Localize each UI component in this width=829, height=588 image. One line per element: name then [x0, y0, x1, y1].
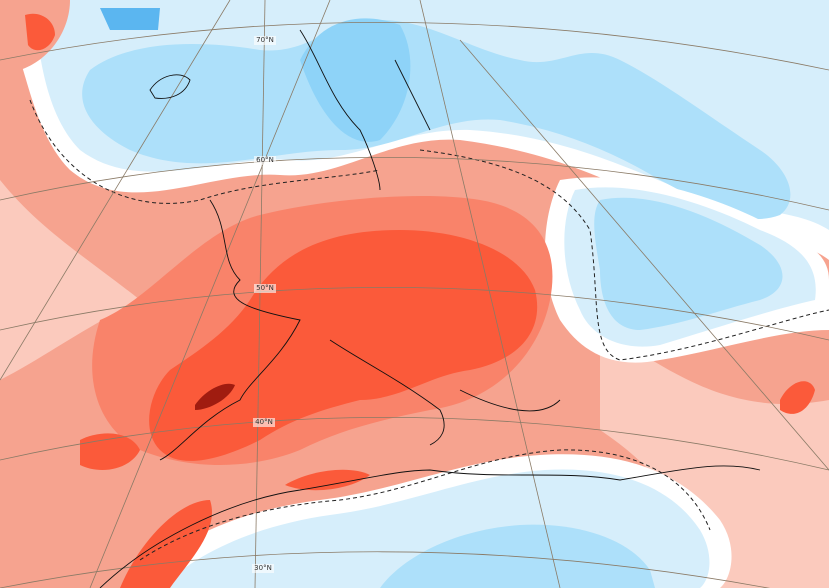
- label-box: [252, 564, 274, 573]
- latitude-label: 30°N: [254, 564, 272, 572]
- latitude-label: 50°N: [256, 284, 274, 292]
- cold-area: [594, 197, 783, 330]
- label-box: [253, 418, 275, 427]
- hottest-area: [195, 383, 235, 410]
- coastline: [159, 199, 301, 461]
- label-box: [254, 284, 276, 293]
- hot-area: [285, 469, 370, 491]
- pale-warm-area: [0, 180, 140, 380]
- contour: [419, 149, 829, 361]
- hot-area: [149, 230, 538, 461]
- pale-warm-area: [600, 330, 829, 588]
- hot-area: [25, 13, 55, 51]
- meridian: [0, 0, 231, 381]
- latitude-line: [0, 156, 829, 211]
- coldest-area: [100, 8, 160, 30]
- hot-area: [780, 381, 815, 414]
- latitude-line: [0, 21, 829, 71]
- contour: [139, 449, 711, 561]
- latitude-line: [0, 551, 771, 588]
- latitude-line: [0, 416, 829, 471]
- latitude-label: 60°N: [256, 156, 274, 164]
- hot-area: [80, 433, 140, 470]
- meridian: [254, 0, 266, 588]
- coastline: [329, 339, 561, 446]
- colder-area: [300, 18, 411, 142]
- hot-area: [120, 500, 212, 588]
- latitude-label: 70°N: [256, 36, 274, 44]
- cold-area: [82, 20, 791, 220]
- latitude-line: [0, 286, 829, 341]
- meridian: [89, 0, 331, 588]
- label-box: [254, 156, 276, 165]
- coastline: [299, 29, 431, 191]
- label-box: [254, 36, 276, 45]
- meridian: [419, 0, 561, 588]
- coastline: [149, 74, 191, 99]
- meridian: [459, 39, 829, 471]
- latitude-label: 40°N: [255, 418, 273, 426]
- coastline: [99, 465, 761, 588]
